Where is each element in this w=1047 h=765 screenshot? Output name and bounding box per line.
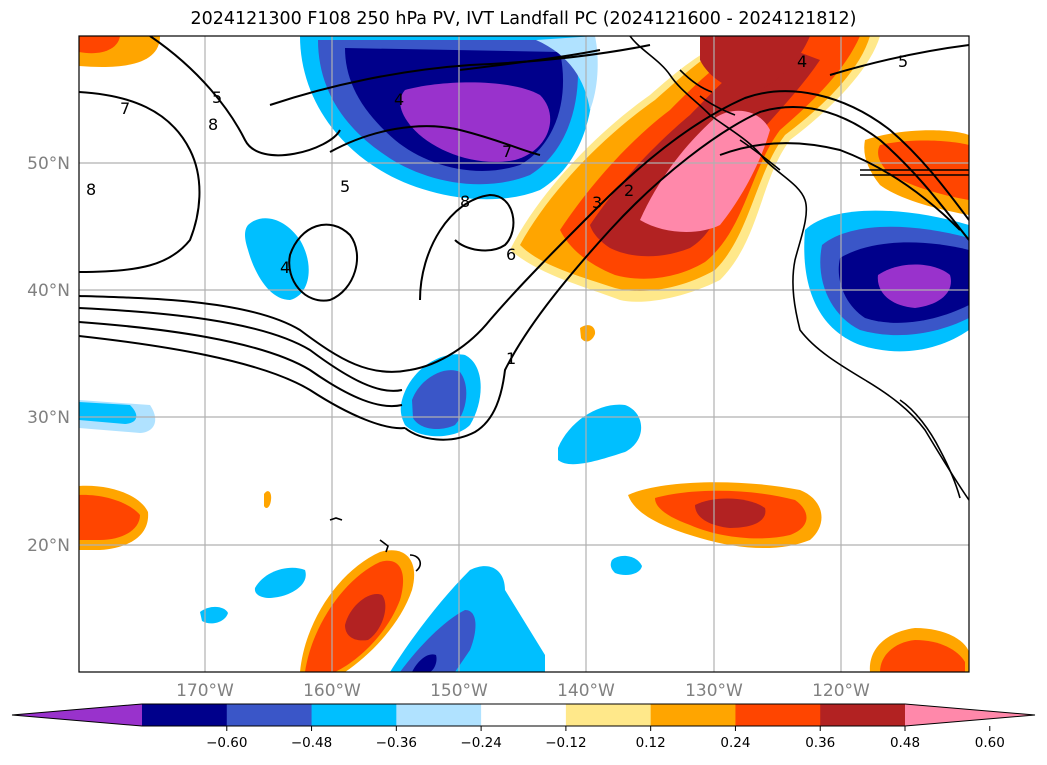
- positive-anomaly-hawaii-south-core: [345, 594, 386, 641]
- contour-label: 5: [340, 177, 350, 196]
- negative-anomaly-south-plume-2: [400, 610, 476, 672]
- positive-anomaly-nw-core: [79, 36, 120, 54]
- negative-anomaly-central: [558, 404, 642, 465]
- contour-label: 3: [592, 193, 602, 212]
- positive-anomaly-small-mid: [580, 325, 596, 342]
- lat-label: 20°N: [27, 536, 70, 556]
- colorbar-segment: [650, 704, 736, 726]
- colorbar-extend-max: [905, 704, 1035, 726]
- negative-anomaly-hawaii-west: [254, 567, 306, 598]
- negative-anomaly-far-west: [200, 606, 228, 624]
- lon-label: 140°W: [557, 681, 615, 701]
- negative-anomaly-south-core: [412, 370, 467, 430]
- positive-anomaly-canada-core: [700, 36, 810, 91]
- contour-label: 8: [460, 192, 470, 211]
- positive-anomaly-small-hawaii: [264, 491, 272, 508]
- colorbar-segment: [142, 704, 228, 726]
- colorbar-tick-label: −0.12: [545, 735, 586, 751]
- positive-anomaly-west-core: [79, 494, 140, 540]
- lat-label: 40°N: [27, 281, 70, 301]
- colorbar-tick-label: 0.12: [636, 735, 666, 751]
- negative-anomaly-hawaii-north: [610, 555, 642, 575]
- lon-label: 150°W: [430, 681, 488, 701]
- colorbar-segment: [226, 704, 313, 726]
- negative-anomaly-west-edge-core: [79, 402, 137, 424]
- negative-anomaly-cutoff-core: [877, 264, 951, 308]
- contour-label: 8: [86, 180, 96, 199]
- positive-anomaly-southeast-core: [880, 640, 965, 672]
- positive-anomaly-river-core: [640, 110, 770, 232]
- contour-label: 4: [797, 52, 807, 71]
- contour-label: 1: [506, 349, 516, 368]
- colorbar-segment: [820, 704, 906, 726]
- colorbar-tick-label: 0.60: [975, 735, 1005, 751]
- graticule: [79, 36, 969, 672]
- colorbar: −0.60 −0.48 −0.36 −0.24 −0.12 0.12 0.24 0.36 0.4…: [11, 703, 1036, 751]
- contour-label: 5: [212, 88, 222, 107]
- contour-labels: 7 5 8 8 5 4 7 8 6 3 2 1 4 5 4: [86, 52, 908, 368]
- colorbar-tick-label: 0.24: [720, 735, 750, 751]
- pv-contours: [79, 36, 969, 441]
- map-title: 2024121300 F108 250 hPa PV, IVT Landfall…: [190, 9, 857, 29]
- colorbar-segment: [565, 704, 652, 726]
- contour-label: 2: [624, 181, 634, 200]
- light-blue-fringe: [536, 36, 598, 110]
- lon-label: 120°W: [812, 681, 870, 701]
- contour-label: 7: [502, 142, 512, 161]
- colorbar-segment: [481, 704, 567, 726]
- contour-label: 6: [506, 245, 516, 264]
- positive-anomaly-subtropical-core: [695, 498, 766, 528]
- colorbar-extend-min: [12, 704, 142, 726]
- colorbar-segment: [311, 704, 397, 726]
- lat-label: 50°N: [27, 154, 70, 174]
- colorbar-tick-label: −0.24: [460, 735, 501, 751]
- colorbar-segment: [396, 704, 482, 726]
- contour-label: 5: [898, 52, 908, 71]
- colorbar-tick-label: −0.60: [206, 735, 247, 751]
- lon-label: 170°W: [176, 681, 234, 701]
- colorbar-tick-label: 0.48: [890, 735, 920, 751]
- colorbar-tick-label: 0.36: [805, 735, 835, 751]
- contour-label: 4: [280, 258, 290, 277]
- colorbar-segment: [735, 704, 821, 726]
- negative-anomaly-south-plume-core: [412, 654, 437, 672]
- colorbar-tick-label: −0.48: [291, 735, 332, 751]
- contour-label: 7: [120, 99, 130, 118]
- lat-label: 30°N: [27, 408, 70, 428]
- contour-label: 8: [208, 115, 218, 134]
- negative-anomaly-gulf-alaska-core: [400, 82, 551, 162]
- colorbar-outline: [11, 703, 1036, 727]
- lon-label: 130°W: [685, 681, 743, 701]
- lon-label: 160°W: [303, 681, 361, 701]
- map-frame: [78, 35, 970, 673]
- contour-label: 4: [394, 90, 404, 109]
- colorbar-tick-label: −0.36: [376, 735, 417, 751]
